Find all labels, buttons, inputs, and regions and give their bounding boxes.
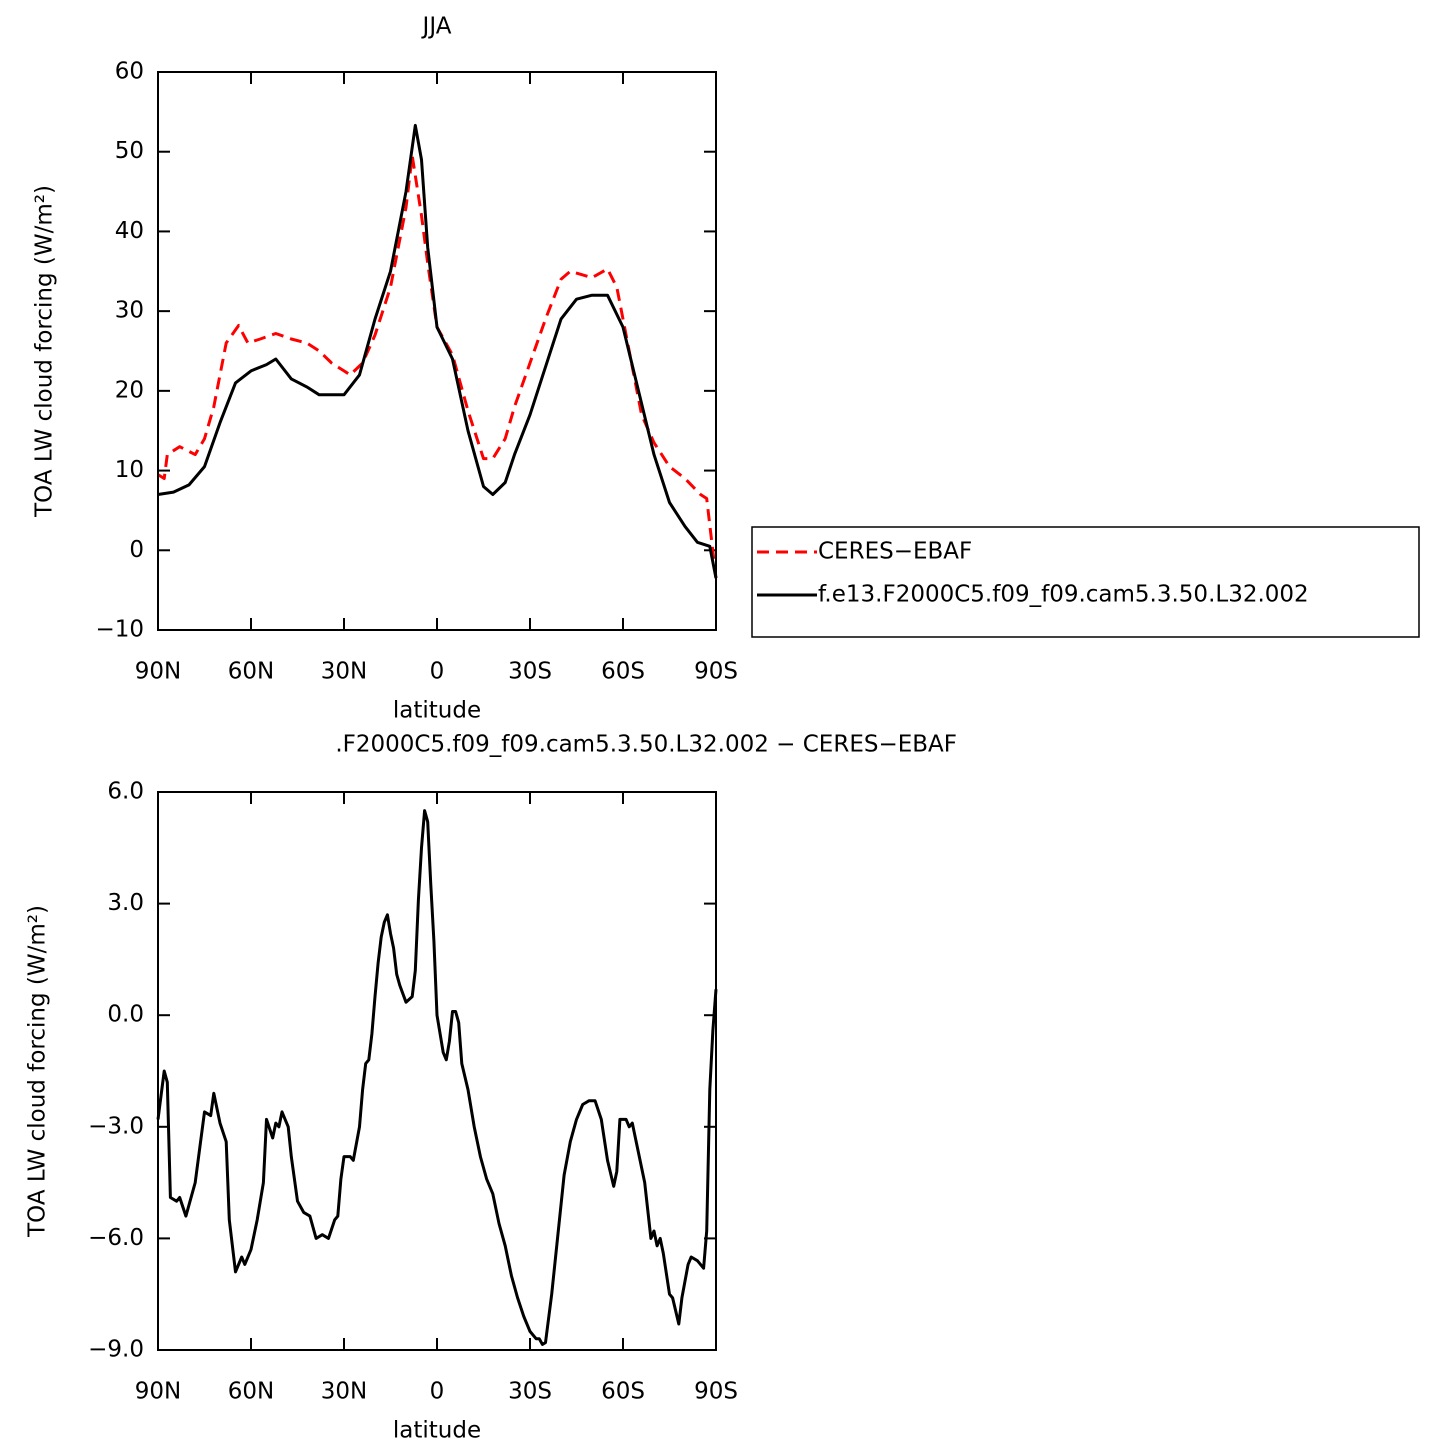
y-tick-label: 60 (115, 59, 144, 85)
x-tick-label: 90N (135, 659, 181, 685)
data-line (156, 809, 718, 1346)
y-tick-label: −3.0 (88, 1113, 144, 1139)
legend-label: CERES−EBAF (818, 539, 972, 565)
chart-title: .F2000C5.f09_f09.cam5.3.50.L32.002 − CER… (335, 732, 957, 758)
x-axis-label: latitude (393, 1418, 481, 1444)
x-tick-label: 60S (601, 1379, 645, 1405)
chart-title: JJA (421, 14, 452, 40)
y-axis-label: TOA LW cloud forcing (W/m²) (25, 905, 51, 1238)
data-line (157, 154, 718, 579)
legend-label: f.e13.F2000C5.f09_f09.cam5.3.50.L32.002 (818, 582, 1309, 608)
x-tick-label: 60N (228, 659, 274, 685)
plot-frame (157, 71, 717, 631)
x-axis-label: latitude (393, 698, 481, 724)
y-tick-label: −6.0 (88, 1225, 144, 1251)
y-tick-label: −10 (95, 617, 144, 643)
y-tick-label: 50 (115, 138, 144, 164)
y-tick-label: 0.0 (107, 1002, 144, 1028)
x-tick-label: 30N (321, 1379, 367, 1405)
x-tick-label: 90S (694, 659, 738, 685)
y-axis-label: TOA LW cloud forcing (W/m²) (32, 185, 58, 518)
plot-frame (157, 791, 717, 1351)
data-line (157, 123, 718, 579)
x-tick-label: 30S (508, 1379, 552, 1405)
y-tick-label: 3.0 (107, 890, 144, 916)
x-tick-label: 90S (694, 1379, 738, 1405)
y-tick-label: 30 (115, 298, 144, 324)
y-tick-label: 0 (129, 537, 144, 563)
y-tick-label: 6.0 (107, 779, 144, 805)
y-tick-label: 10 (115, 457, 144, 483)
x-tick-label: 60N (228, 1379, 274, 1405)
y-tick-label: 40 (115, 218, 144, 244)
x-tick-label: 90N (135, 1379, 181, 1405)
x-tick-label: 60S (601, 659, 645, 685)
x-tick-label: 30S (508, 659, 552, 685)
x-tick-label: 0 (430, 659, 445, 685)
x-tick-label: 0 (430, 1379, 445, 1405)
legend-box (751, 526, 1420, 638)
y-tick-label: −9.0 (88, 1337, 144, 1363)
x-tick-label: 30N (321, 659, 367, 685)
y-tick-label: 20 (115, 377, 144, 403)
